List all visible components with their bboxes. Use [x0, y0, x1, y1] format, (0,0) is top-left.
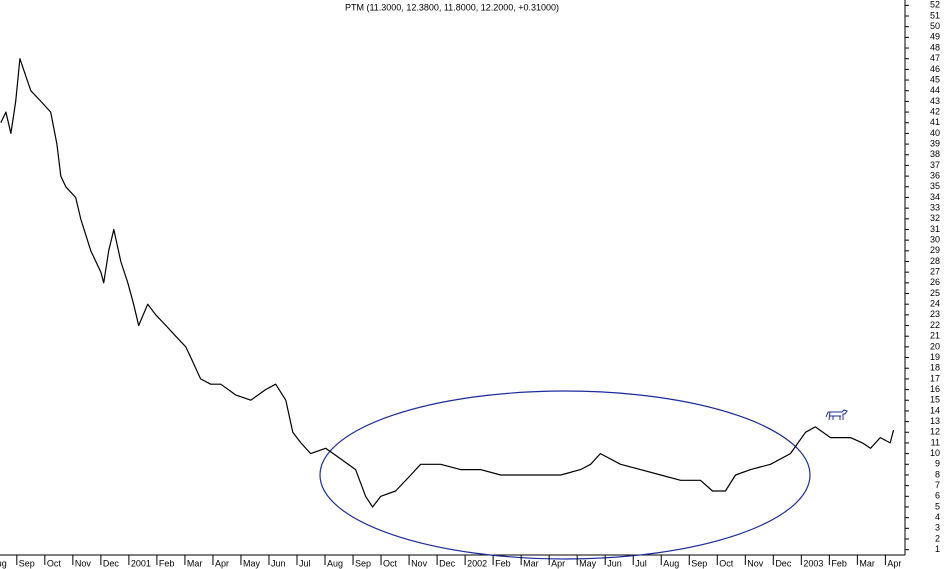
x-tick-label: Sep — [691, 558, 707, 568]
y-tick-label: 43 — [930, 96, 940, 106]
y-tick-label: 41 — [930, 117, 940, 127]
y-tick-label: 20 — [930, 341, 940, 351]
x-tick-label: Dec — [103, 558, 120, 568]
y-tick-label: 36 — [930, 170, 940, 180]
y-tick-label: 44 — [930, 85, 940, 95]
y-tick-label: 15 — [930, 395, 940, 405]
x-tick-label: Mar — [523, 558, 539, 568]
x-tick-label: Oct — [383, 558, 398, 568]
y-tick-label: 33 — [930, 203, 940, 213]
x-tick-label: Feb — [159, 558, 175, 568]
x-tick-label: Apr — [887, 558, 901, 568]
x-tick-label: Oct — [47, 558, 62, 568]
y-tick-label: 5 — [935, 501, 940, 511]
y-tick-label: 46 — [930, 64, 940, 74]
y-tick-label: 30 — [930, 235, 940, 245]
y-tick-label: 34 — [930, 192, 940, 202]
x-tick-label: Jun — [607, 558, 622, 568]
x-tick-label: Mar — [859, 558, 875, 568]
y-tick-label: 42 — [930, 106, 940, 116]
y-tick-label: 12 — [930, 427, 940, 437]
x-tick-label: May — [579, 558, 597, 568]
y-tick-label: 52 — [930, 0, 940, 10]
x-tick-label: Nov — [747, 558, 764, 568]
y-tick-label: 25 — [930, 288, 940, 298]
y-tick-label: 26 — [930, 277, 940, 287]
y-tick-label: 19 — [930, 352, 940, 362]
x-tick-label: Nov — [75, 558, 92, 568]
x-tick-label: Dec — [439, 558, 456, 568]
x-tick-label: Jul — [299, 558, 311, 568]
x-tick-label: Mar — [187, 558, 203, 568]
y-tick-label: 35 — [930, 181, 940, 191]
x-tick-label: Oct — [719, 558, 734, 568]
y-tick-label: 18 — [930, 363, 940, 373]
y-tick-label: 38 — [930, 149, 940, 159]
y-tick-label: 9 — [935, 459, 940, 469]
x-tick-label: 2003 — [803, 558, 823, 568]
x-tick-label: Dec — [775, 558, 792, 568]
y-tick-label: 51 — [930, 10, 940, 20]
price-line — [0, 58, 895, 508]
x-tick-label: 2001 — [131, 558, 151, 568]
y-tick-label: 29 — [930, 245, 940, 255]
y-tick-label: 32 — [930, 213, 940, 223]
y-tick-label: 17 — [930, 373, 940, 383]
y-tick-label: 31 — [930, 224, 940, 234]
y-tick-label: 8 — [935, 469, 940, 479]
y-tick-label: 24 — [930, 299, 940, 309]
x-tick-label: Sep — [355, 558, 371, 568]
y-tick-label: 13 — [930, 416, 940, 426]
x-tick-label: 2002 — [467, 558, 487, 568]
x-tick-label: Sep — [19, 558, 35, 568]
y-tick-label: 28 — [930, 256, 940, 266]
x-tick-label: Nov — [411, 558, 428, 568]
y-tick-label: 7 — [935, 480, 940, 490]
y-tick-label: 39 — [930, 138, 940, 148]
y-tick-label: 47 — [930, 53, 940, 63]
y-tick-label: 22 — [930, 320, 940, 330]
x-tick-label: Feb — [831, 558, 847, 568]
y-tick-label: 45 — [930, 74, 940, 84]
y-tick-label: 2 — [935, 533, 940, 543]
x-tick-label: Apr — [551, 558, 565, 568]
y-tick-label: 10 — [930, 448, 940, 458]
y-tick-label: 48 — [930, 42, 940, 52]
bull-icon — [825, 409, 848, 421]
y-tick-label: 16 — [930, 384, 940, 394]
highlight-ellipse — [319, 390, 811, 560]
x-tick-label: Aug — [0, 558, 7, 568]
y-tick-label: 1 — [935, 544, 940, 554]
y-tick-label: 14 — [930, 405, 940, 415]
y-tick-label: 50 — [930, 21, 940, 31]
y-tick-label: 3 — [935, 523, 940, 533]
y-tick-label: 49 — [930, 32, 940, 42]
x-tick-label: Feb — [495, 558, 511, 568]
y-tick-label: 40 — [930, 128, 940, 138]
x-tick-label: May — [243, 558, 261, 568]
x-tick-label: Aug — [663, 558, 679, 568]
chart-title: PTM (11.3000, 12.3800, 11.8000, 12.2000,… — [345, 2, 559, 12]
y-tick-label: 23 — [930, 309, 940, 319]
y-tick-label: 27 — [930, 267, 940, 277]
x-tick-label: Aug — [327, 558, 343, 568]
x-tick-label: Jun — [271, 558, 286, 568]
x-tick-label: Jul — [635, 558, 647, 568]
y-tick-label: 11 — [931, 437, 940, 447]
y-tick-label: 4 — [935, 512, 940, 522]
y-tick-label: 6 — [935, 491, 940, 501]
y-tick-label: 37 — [930, 160, 940, 170]
y-tick-label: 21 — [930, 331, 940, 341]
x-tick-label: Apr — [215, 558, 229, 568]
